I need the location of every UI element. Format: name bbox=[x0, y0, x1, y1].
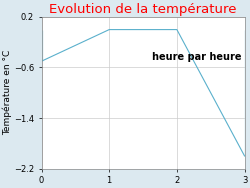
Title: Evolution de la température: Evolution de la température bbox=[49, 3, 237, 16]
Text: heure par heure: heure par heure bbox=[152, 52, 242, 62]
Y-axis label: Température en °C: Température en °C bbox=[3, 50, 12, 135]
